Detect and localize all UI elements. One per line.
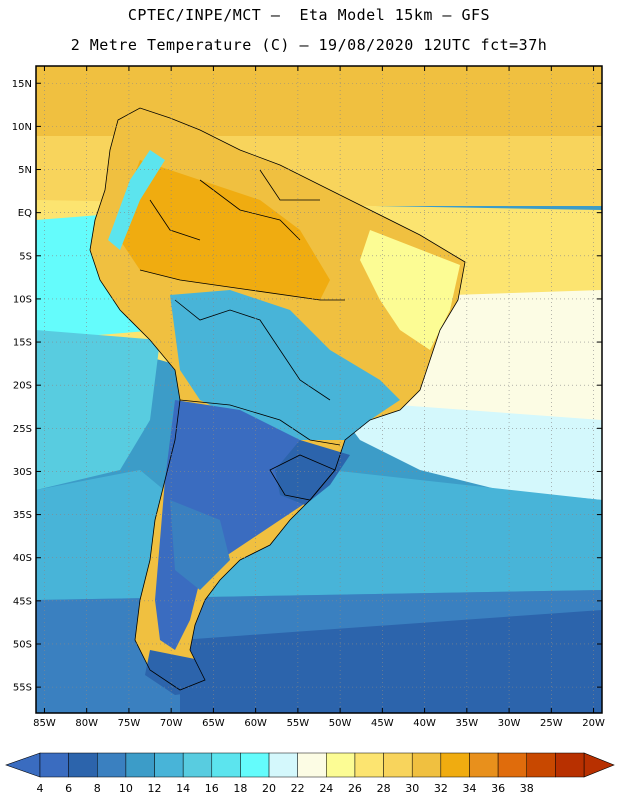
lat-tick-label: 15S: [13, 338, 32, 349]
lat-tick-label: EQ: [18, 208, 32, 219]
lat-tick-label: 30S: [13, 467, 32, 478]
lat-tick-label: 10S: [13, 294, 32, 305]
colorbar-low-arrow: [5, 752, 41, 778]
colorbar-label: 22: [291, 782, 305, 795]
country-borders: [89, 107, 466, 691]
colorbar-swatch: [154, 752, 184, 778]
lon-tick-label: 50W: [329, 718, 352, 729]
colorbar-label: 34: [462, 782, 476, 795]
colorbar-label: 24: [319, 782, 333, 795]
axis-ticks: 15N 10N 5N EQ 5S 10S 15S 20S 25S 30S 35S 40S 45S 50S 5…: [12, 66, 605, 729]
lon-tick-label: 40W: [413, 718, 436, 729]
colorbar-label: 36: [491, 782, 505, 795]
colorbar-swatch: [326, 752, 356, 778]
colorbar-swatch: [297, 752, 327, 778]
colorbar-swatch: [182, 752, 213, 778]
tierra-del-fuego: [145, 650, 210, 695]
colorbar-label: 18: [233, 782, 247, 795]
lon-tick-label: 25W: [540, 718, 563, 729]
map-frame: [35, 65, 603, 714]
lon-tick-label: 30W: [498, 718, 521, 729]
lon-tick-label: 45W: [371, 718, 394, 729]
lon-tick-label: 20W: [582, 718, 605, 729]
lon-tick-label: 85W: [33, 718, 56, 729]
colorbar-swatch: [240, 752, 270, 778]
colorbar: 4 6 8 10 12 14 16 18 20 22 24 26 28 30 32 34 36 38: [5, 752, 615, 795]
lat-tick-label: 50S: [13, 639, 32, 650]
colorbar-swatch: [411, 752, 442, 778]
colorbar-label: 30: [405, 782, 419, 795]
lon-tick-label: 60W: [244, 718, 267, 729]
lon-tick-label: 55W: [287, 718, 310, 729]
central-cool-region: [170, 290, 400, 440]
amazon-hot-region: [120, 160, 330, 300]
colorbar-swatch: [211, 752, 241, 778]
colorbar-swatch: [125, 752, 155, 778]
colorbar-swatch: [39, 752, 69, 778]
colorbar-swatch: [526, 752, 556, 778]
colorbar-swatch: [555, 752, 585, 778]
title-line-2: 2 Metre Temperature (C) – 19/08/2020 12U…: [70, 36, 548, 54]
lat-tick-label: 40S: [13, 553, 32, 564]
lat-tick-label: 10N: [12, 122, 32, 133]
map-field: [36, 66, 602, 713]
colorbar-swatch: [383, 752, 413, 778]
colorbar-label: 8: [94, 782, 101, 795]
lat-tick-label: 55S: [13, 683, 32, 694]
lat-tick-label: 35S: [13, 510, 32, 521]
colorbar-label: 14: [176, 782, 190, 795]
colorbar-swatch: [68, 752, 98, 778]
colorbar-label: 32: [434, 782, 448, 795]
lat-tick-label: 45S: [13, 596, 32, 607]
colorbar-swatch: [440, 752, 470, 778]
colorbar-swatch: [97, 752, 127, 778]
title-line-1: CPTEC/INPE/MCT – Eta Model 15km – GFS: [127, 6, 491, 24]
lat-tick-label: 15N: [12, 79, 32, 90]
colorbar-high-arrow: [583, 752, 615, 778]
colorbar-label: 28: [377, 782, 391, 795]
colorbar-label: 16: [205, 782, 219, 795]
colorbar-label: 4: [37, 782, 44, 795]
lat-tick-label: 5N: [18, 165, 32, 176]
lon-tick-label: 75W: [118, 718, 141, 729]
lat-tick-label: 20S: [13, 381, 32, 392]
colorbar-label: 20: [262, 782, 276, 795]
lon-tick-label: 70W: [160, 718, 183, 729]
colorbar-label: 6: [65, 782, 72, 795]
lon-tick-label: 80W: [75, 718, 98, 729]
colorbar-swatch: [469, 752, 499, 778]
lon-tick-label: 35W: [456, 718, 479, 729]
colorbar-swatch: [268, 752, 298, 778]
lon-tick-label: 65W: [202, 718, 225, 729]
colorbar-swatch: [497, 752, 527, 778]
lat-tick-label: 5S: [19, 251, 32, 262]
colorbar-label: 10: [119, 782, 133, 795]
lat-tick-label: 25S: [13, 424, 32, 435]
colorbar-swatch: [354, 752, 384, 778]
colorbar-label: 26: [348, 782, 362, 795]
colorbar-label: 38: [520, 782, 534, 795]
colorbar-label: 12: [148, 782, 162, 795]
